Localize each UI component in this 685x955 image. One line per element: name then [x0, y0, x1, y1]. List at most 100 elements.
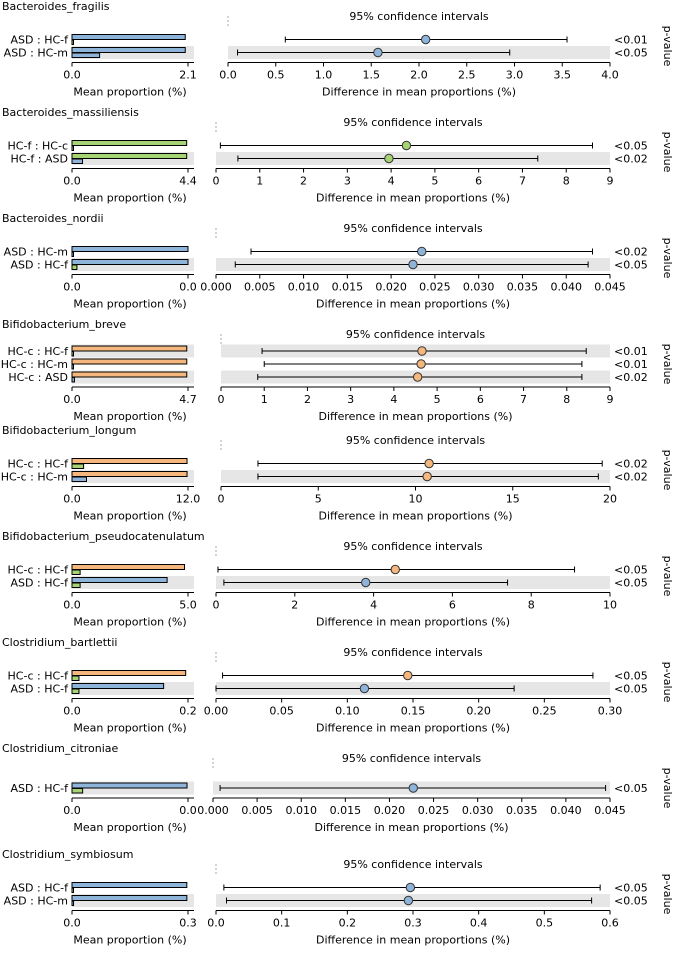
left-tick-label: 0.0: [179, 281, 197, 294]
row-label: ASD : HC-f: [11, 577, 70, 590]
row-label: HC-f : ASD: [11, 153, 68, 166]
right-tick-label: 5: [315, 493, 322, 506]
mean-bar: [71, 577, 168, 583]
right-tick-label: 0.015: [332, 281, 364, 294]
mean-bar: [71, 675, 80, 681]
right-tick-label: 2: [304, 393, 311, 406]
left-tick-label: 0.0: [63, 804, 81, 817]
left-tick-label: 4.4: [179, 175, 197, 188]
right-tick-label: 0.035: [507, 281, 539, 294]
mean-bar: [71, 788, 84, 794]
row-label: ASD : HC-m: [4, 895, 68, 908]
left-tick-label: 0.0: [63, 281, 81, 294]
mean-bar: [71, 345, 188, 352]
left-axis-label: Mean proportion (%): [73, 86, 186, 99]
mean-bar: [71, 900, 75, 906]
right-tick-label: 2.5: [458, 69, 476, 82]
mean-bar: [71, 158, 84, 164]
p-value: <0.05: [614, 564, 648, 577]
left-axis-label: Mean proportion (%): [73, 821, 186, 834]
mean-bar: [71, 564, 186, 570]
left-axis-label: Mean proportion (%): [73, 934, 186, 947]
diff-point: [408, 783, 418, 793]
mean-bar: [71, 153, 188, 159]
right-tick-label: 2: [300, 175, 307, 188]
diff-point: [390, 564, 400, 575]
right-tick-label: 0.010: [285, 804, 317, 817]
right-tick-label: 9: [607, 175, 614, 188]
right-tick-label: 10: [409, 493, 423, 506]
mean-bar: [71, 351, 74, 357]
right-tick-label: 0.000: [197, 804, 229, 817]
right-tick-label: 0.30: [598, 705, 623, 718]
right-tick-label: 0.010: [288, 281, 320, 294]
mean-bar: [71, 259, 189, 265]
right-tick-label: 0.0: [219, 69, 237, 82]
panel-title: Clostridium_symbiosum: [2, 848, 133, 861]
row-label: HC-c : HC-f: [8, 458, 70, 471]
row-label: HC-c : HC-m: [1, 471, 68, 484]
left-tick-label: 4.7: [179, 393, 197, 406]
p-value: <0.05: [614, 782, 648, 795]
pvalue-axis-label: p-value: [661, 662, 674, 703]
right-tick-label: 0.00: [204, 705, 229, 718]
p-value: <0.05: [614, 47, 648, 60]
right-tick-label: 4.0: [601, 69, 619, 82]
right-tick-label: 3.5: [554, 69, 572, 82]
right-tick-label: 0.15: [401, 705, 426, 718]
mean-bar: [71, 670, 187, 676]
mean-bar: [71, 887, 74, 893]
right-tick-label: 0.3: [404, 917, 422, 930]
right-tick-label: 20: [603, 493, 617, 506]
right-tick-label: 3: [347, 393, 354, 406]
pvalue-axis-label: p-value: [661, 132, 674, 173]
right-axis-label: Difference in mean proportions (%): [319, 510, 513, 523]
mean-bar: [71, 782, 188, 789]
row-label: ASD : HC-m: [4, 47, 68, 60]
right-tick-label: 0.4: [470, 917, 488, 930]
right-tick-label: 0.000: [200, 281, 232, 294]
p-value: <0.02: [614, 471, 648, 484]
row-label: ASD : HC-f: [11, 683, 70, 696]
p-value: <0.05: [614, 259, 648, 272]
mean-bar: [71, 683, 165, 689]
panel-title: Bacteroides_massiliensis: [2, 106, 139, 119]
left-axis-label: Mean proportion (%): [73, 510, 186, 523]
mean-bar: [71, 882, 188, 888]
right-tick-label: 7: [519, 175, 526, 188]
right-tick-label: 0.05: [269, 705, 294, 718]
ci-title: 95% confidence intervals: [343, 116, 483, 129]
right-tick-label: 6: [449, 599, 456, 612]
left-tick-label: 5.0: [179, 599, 197, 612]
diff-point: [403, 895, 414, 906]
ci-title: 95% confidence intervals: [342, 752, 482, 765]
diff-point: [361, 577, 371, 588]
mean-bar: [71, 140, 188, 146]
pvalue-axis-label: p-value: [661, 556, 674, 597]
left-tick-label: 0.0: [63, 599, 81, 612]
p-value: <0.02: [614, 246, 648, 259]
p-value: <0.05: [614, 895, 648, 908]
p-value: <0.02: [614, 153, 648, 166]
mean-bar: [71, 39, 74, 45]
right-tick-label: 6: [475, 175, 482, 188]
mean-bar: [71, 34, 186, 40]
right-tick-label: 1: [256, 175, 263, 188]
mean-bar: [71, 52, 101, 58]
right-tick-label: 5: [434, 393, 441, 406]
right-axis-label: Difference in mean proportions (%): [316, 616, 510, 629]
right-tick-label: 1.5: [363, 69, 381, 82]
mean-bar: [71, 371, 188, 378]
panel-title: Bifidobacterium_breve: [2, 318, 126, 331]
p-value: <0.05: [614, 683, 648, 696]
p-value: <0.02: [614, 458, 648, 471]
right-tick-label: 0: [218, 493, 225, 506]
diff-point: [359, 683, 370, 694]
right-tick-label: 0.25: [532, 705, 557, 718]
mean-bar: [71, 458, 188, 464]
diff-point: [417, 246, 427, 257]
right-tick-label: 0.040: [550, 281, 582, 294]
right-tick-label: 0.1: [273, 917, 291, 930]
right-tick-label: 3.0: [506, 69, 524, 82]
